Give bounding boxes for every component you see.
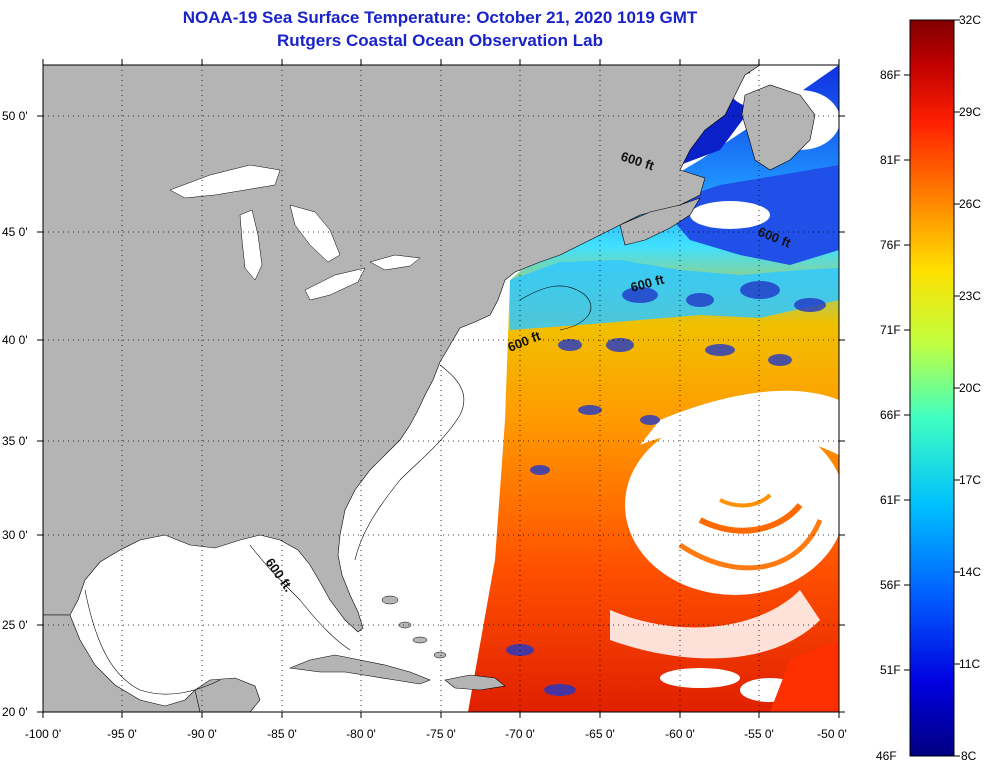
lon-label-80: -80 0'	[346, 727, 376, 741]
colorbar-c-label-11: 11C	[959, 657, 980, 671]
colorbar-c-label-14: 14C	[959, 565, 981, 579]
lon-label-55: -55 0'	[744, 727, 774, 741]
hurricane-spiral-band-3	[719, 493, 772, 508]
colorbar-f-label-81: 81F	[880, 153, 901, 167]
georges-bank-isobath-line	[519, 285, 592, 331]
lon-label-95: -95 0'	[107, 727, 137, 741]
nova-scotia-land	[619, 197, 701, 246]
lon-label-100: -100 0'	[25, 727, 61, 741]
lat-label-20: 20 0'	[2, 705, 28, 719]
colorbar-c-label-23: 23C	[959, 289, 981, 303]
florida-isobath-line	[249, 544, 351, 651]
bahamas-islands	[381, 595, 447, 659]
axis-ticks	[37, 59, 845, 718]
gulf-isobath-line	[84, 589, 221, 695]
colorbar-ticks	[904, 19, 960, 757]
lat-label-30: 30 0'	[2, 528, 28, 542]
colorbar-f-label-51: 51F	[880, 663, 901, 677]
colorbar-f-label-86: 86F	[880, 68, 901, 82]
lon-label-70: -70 0'	[505, 727, 535, 741]
lat-label-45: 45 0'	[2, 225, 28, 239]
lat-label-50: 50 0'	[2, 109, 28, 123]
lon-label-65: -65 0'	[585, 727, 615, 741]
cuba-island	[288, 654, 431, 685]
hurricane-cloud-band-south	[610, 590, 820, 659]
gulf-of-maine-cool-water	[510, 260, 839, 330]
hispaniola-island	[444, 674, 506, 691]
colorbar-f-label-56: 56F	[880, 578, 901, 592]
colorbar-f-label-66: 66F	[880, 408, 901, 422]
scattered-cold-cloud-patches	[506, 281, 826, 696]
colorbar	[909, 19, 955, 757]
yucatan-land	[194, 677, 261, 712]
hurricane-spiral-band-2	[678, 519, 823, 571]
newfoundland-island	[741, 84, 816, 171]
lon-label-75: -75 0'	[426, 727, 456, 741]
colorbar-c-label-8: 8C	[961, 749, 977, 763]
lat-label-25: 25 0'	[2, 618, 28, 632]
lon-label-85: -85 0'	[267, 727, 297, 741]
colorbar-f-label-46: 46F	[876, 749, 897, 763]
lat-label-35: 35 0'	[2, 434, 28, 448]
colorbar-f-label-76: 76F	[880, 238, 901, 252]
lon-label-90: -90 0'	[187, 727, 217, 741]
colorbar-c-label-26: 26C	[959, 197, 981, 211]
hurricane-cloud-band-north	[640, 390, 839, 455]
colorbar-c-label-17: 17C	[959, 473, 981, 487]
hurricane-spiral-band-1	[698, 503, 803, 534]
warm-water-patch	[770, 640, 839, 712]
lon-label-50: -50 0'	[817, 727, 847, 741]
colorbar-c-label-32: 32C	[959, 13, 981, 27]
lon-label-60: -60 0'	[665, 727, 695, 741]
great-lakes	[169, 164, 421, 301]
map-title: NOAA-19 Sea Surface Temperature: October…	[182, 8, 698, 27]
colorbar-f-label-61: 61F	[880, 493, 901, 507]
atlantic-isobath-line	[354, 364, 465, 561]
lat-label-40: 40 0'	[2, 333, 28, 347]
colorbar-c-label-29: 29C	[959, 105, 981, 119]
map-subtitle: Rutgers Coastal Ocean Observation Lab	[277, 31, 603, 50]
colorbar-f-label-71: 71F	[880, 323, 901, 337]
colorbar-c-label-20: 20C	[959, 381, 981, 395]
